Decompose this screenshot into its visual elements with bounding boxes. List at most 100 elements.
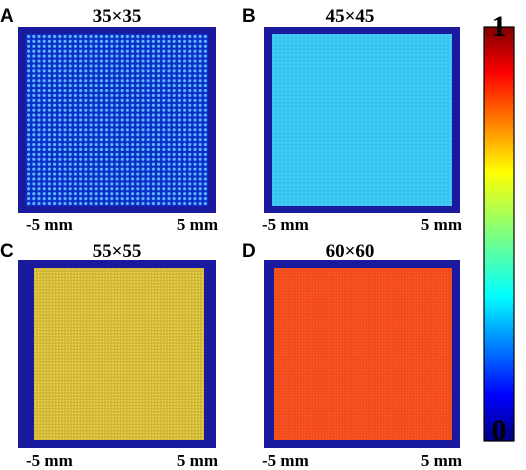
grid-dot <box>198 293 201 296</box>
grid-dot <box>40 343 43 346</box>
grid-dot <box>193 147 197 152</box>
grid-dot <box>428 176 432 179</box>
grid-dot <box>27 59 31 63</box>
grid-dot <box>34 293 37 296</box>
grid-dot <box>296 145 300 148</box>
grid-dot <box>80 321 83 324</box>
grid-dot <box>63 177 67 181</box>
grid-dot <box>105 49 109 53</box>
grid-dot <box>99 128 103 132</box>
grid-dot <box>141 123 145 127</box>
grid-dot <box>272 118 276 122</box>
grid-dot <box>292 183 296 187</box>
grid-dot <box>328 107 332 110</box>
grid-dot <box>428 202 432 206</box>
grid-dot <box>37 312 40 315</box>
grid-dot <box>50 268 52 271</box>
grid-dot <box>384 187 388 191</box>
grid-dot <box>436 57 440 61</box>
grid-dot <box>105 287 108 290</box>
grid-dot <box>388 46 392 49</box>
grid-dot <box>73 69 77 73</box>
grid-dot <box>412 183 416 187</box>
grid-dot <box>63 162 67 166</box>
grid-dot <box>136 274 139 277</box>
grid-dot <box>284 157 288 160</box>
grid-dot <box>141 187 145 191</box>
grid-dot <box>158 290 161 293</box>
grid-dot <box>192 334 195 337</box>
grid-dot <box>43 343 46 346</box>
grid-dot <box>108 277 111 280</box>
grid-dot <box>118 306 120 309</box>
grid-dot <box>161 296 164 299</box>
grid-dot <box>172 167 176 171</box>
grid-dot <box>47 182 51 186</box>
grid-dot <box>392 118 396 122</box>
grid-dot <box>372 168 376 171</box>
grid-dot <box>296 49 300 53</box>
grid-dot <box>148 274 151 277</box>
grid-dot <box>58 147 62 152</box>
grid-dot <box>74 346 77 349</box>
grid-dot <box>372 61 376 64</box>
grid-dot <box>176 318 179 321</box>
grid-dot <box>40 309 43 312</box>
grid-dot <box>198 331 201 334</box>
grid-dot <box>139 290 142 293</box>
grid-dot <box>111 321 114 324</box>
grid-dot <box>130 281 133 284</box>
grid-dot <box>444 84 448 87</box>
grid-dot <box>131 44 135 48</box>
grid-dot <box>99 103 103 107</box>
grid-dot <box>146 74 150 78</box>
grid-dot <box>424 111 428 114</box>
grid-dot <box>396 114 400 118</box>
grid-dot <box>308 149 312 152</box>
grid-dot <box>142 343 145 346</box>
grid-dot <box>424 65 428 68</box>
grid-dot <box>65 290 68 293</box>
grid-dot <box>59 337 62 340</box>
grid-dot <box>158 356 161 359</box>
grid-dot <box>176 302 179 305</box>
grid-dot <box>308 179 312 183</box>
grid-dot <box>272 141 276 145</box>
grid-dot <box>93 281 96 284</box>
grid-dot <box>292 84 296 87</box>
grid-dot <box>152 277 154 280</box>
grid-dot <box>408 118 412 122</box>
grid-dot <box>68 365 71 368</box>
grid-dot <box>96 268 99 271</box>
grid-dot <box>416 141 420 145</box>
grid-dot <box>37 201 41 206</box>
grid-dot <box>320 46 324 49</box>
grid-dot <box>111 299 114 302</box>
grid-dot <box>432 49 436 53</box>
grid-dot <box>162 49 166 53</box>
grid-dot <box>118 324 120 327</box>
grid-dot <box>448 130 452 133</box>
grid-dot <box>142 331 145 334</box>
grid-dot <box>432 134 436 137</box>
grid-dot <box>146 34 150 39</box>
grid-dot <box>186 349 188 352</box>
grid-dot <box>133 277 136 280</box>
grid-dot <box>412 145 416 148</box>
grid-dot <box>177 88 181 93</box>
grid-dot <box>448 126 452 129</box>
grid-dot <box>308 88 312 91</box>
grid-dot <box>296 176 300 179</box>
grid-dot <box>372 111 376 114</box>
grid-dot <box>320 118 324 122</box>
grid-dot <box>115 197 119 201</box>
grid-dot <box>198 299 201 302</box>
grid-dot <box>62 309 65 312</box>
grid-dot <box>121 309 124 312</box>
grid-dot <box>328 157 332 160</box>
grid-dot <box>127 362 130 365</box>
grid-dot <box>444 49 448 53</box>
grid-dot <box>300 141 304 145</box>
grid-dot <box>201 349 204 352</box>
